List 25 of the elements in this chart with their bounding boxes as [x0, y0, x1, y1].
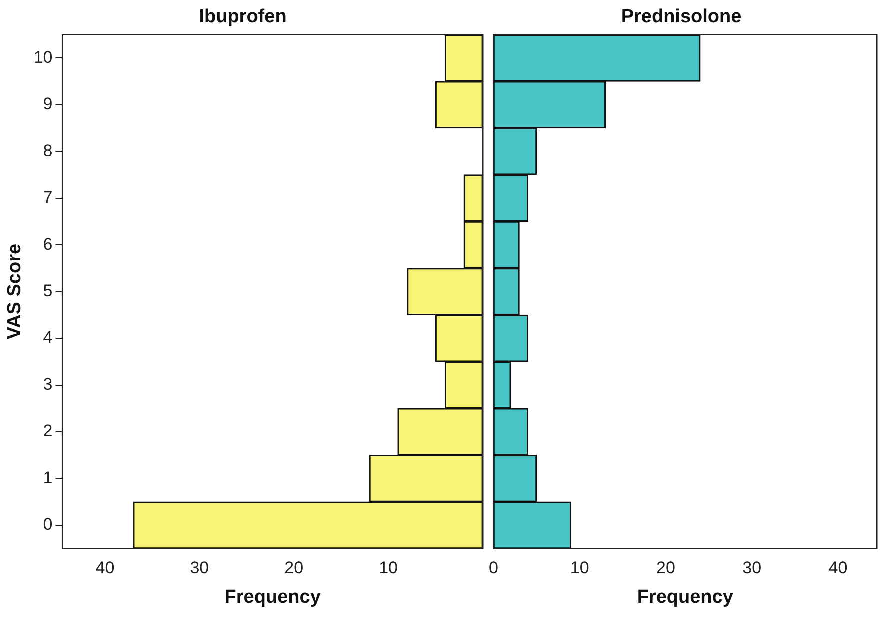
chart-title: Ibuprofen: [199, 6, 287, 28]
y-tick-label: 7: [43, 188, 53, 208]
x-tick-label: 30: [742, 558, 762, 578]
x-tick-label: 0: [488, 558, 498, 578]
x-tick-label: 30: [190, 558, 210, 578]
y-tick-label: 9: [43, 94, 53, 114]
y-axis-title: VAS Score: [4, 244, 26, 340]
x-tick-label: 40: [828, 558, 848, 578]
x-tick-label: 10: [379, 558, 398, 578]
y-tick-label: 6: [43, 234, 53, 254]
x-tick-label: 20: [284, 558, 304, 578]
chart-title: Prednisolone: [621, 6, 742, 28]
y-tick-label: 4: [43, 328, 53, 348]
x-tick-label: 40: [96, 558, 115, 578]
x-tick-label: 10: [570, 558, 590, 578]
y-tick-label: 1: [43, 468, 53, 488]
x-axis-title: Frequency: [637, 586, 734, 608]
x-axis-title: Frequency: [224, 586, 322, 608]
y-tick-label: 2: [43, 422, 53, 441]
y-tick-label: 8: [43, 141, 53, 160]
x-tick-label: 20: [656, 558, 676, 578]
y-tick-label: 0: [43, 515, 53, 534]
y-tick-label: 10: [34, 48, 53, 67]
y-tick-label: 3: [43, 374, 53, 394]
y-tick-label: 5: [43, 281, 53, 300]
